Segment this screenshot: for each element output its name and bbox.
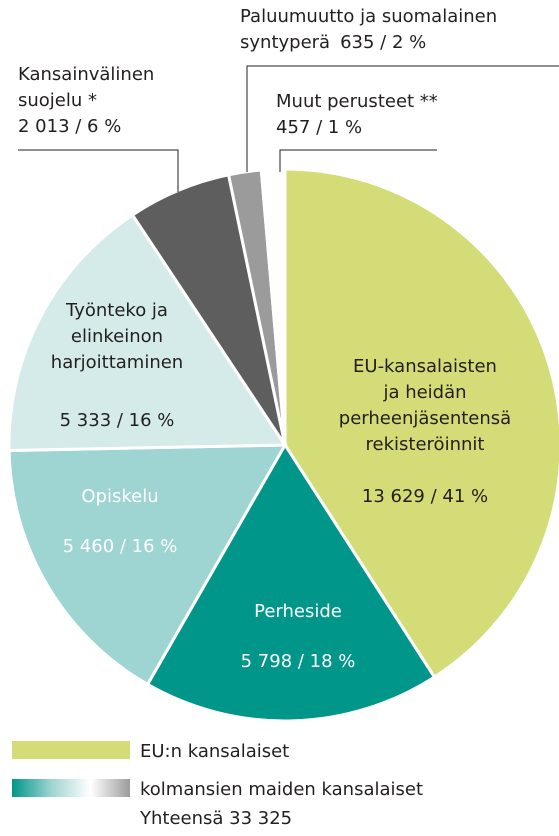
legend-swatch	[12, 741, 130, 759]
legend-label: EU:n kansalaiset	[140, 741, 289, 762]
leader-line	[279, 149, 437, 172]
slice-label-line: syntyperä	[240, 32, 330, 53]
legend-label: kolmansien maiden kansalaiset	[140, 779, 423, 800]
slice-label-line: ja heidän	[382, 382, 466, 403]
total-label: Yhteensä 33 325	[139, 808, 292, 829]
value-label: 635 / 2 %	[340, 32, 426, 53]
slice-label-line: Kansainvälinen	[18, 64, 154, 85]
slice-label-line: EU-kansalaisten	[353, 356, 497, 377]
slice-label-line: Työnteko ja	[65, 300, 168, 321]
slice-label: Paluumuutto ja suomalainen syntyperä 635 /…	[240, 6, 497, 53]
leader-line	[246, 65, 559, 172]
slice-label-line: elinkeinon	[71, 326, 163, 347]
slice-label-line: perheenjäsentensä	[339, 408, 511, 429]
value-label: 13 629 / 41 %	[362, 486, 488, 507]
slice-label-line: Muut perusteet **	[276, 91, 438, 112]
pie-slice	[7, 212, 288, 453]
value-label: 457 / 1 %	[276, 117, 362, 138]
slice-label-line: rekisteröinnit	[366, 434, 485, 455]
pie-slice	[259, 167, 287, 446]
slice-label: Perheside	[254, 601, 342, 622]
legend-swatch	[12, 779, 130, 797]
slice-label-line: Paluumuutto ja suomalainen	[240, 6, 497, 27]
pie-slice	[7, 443, 288, 687]
slice-label-line: suojelu *	[18, 90, 97, 111]
value-label: 5 333 / 16 %	[60, 410, 175, 431]
value-label: 5 798 / 18 %	[241, 651, 356, 672]
slice-label-line: harjoittaminen	[51, 352, 183, 373]
slice-label: Kansainvälinen suojelu *	[18, 64, 154, 111]
slice-label: Opiskelu	[81, 486, 158, 507]
slice-label-line: Opiskelu	[81, 486, 158, 507]
slice-label: Muut perusteet **	[276, 91, 438, 112]
value-label: 5 460 / 16 %	[63, 536, 178, 557]
leader-line	[18, 149, 179, 192]
value-label: 2 013 / 6 %	[18, 116, 121, 137]
slice-label-line: Perheside	[254, 601, 342, 622]
pie-slice	[145, 442, 437, 723]
slice-label: EU-kansalaisten ja heidän perheenjäsentens…	[339, 356, 511, 455]
slice-label: Työnteko ja elinkeinon harjoittaminen	[51, 300, 183, 373]
